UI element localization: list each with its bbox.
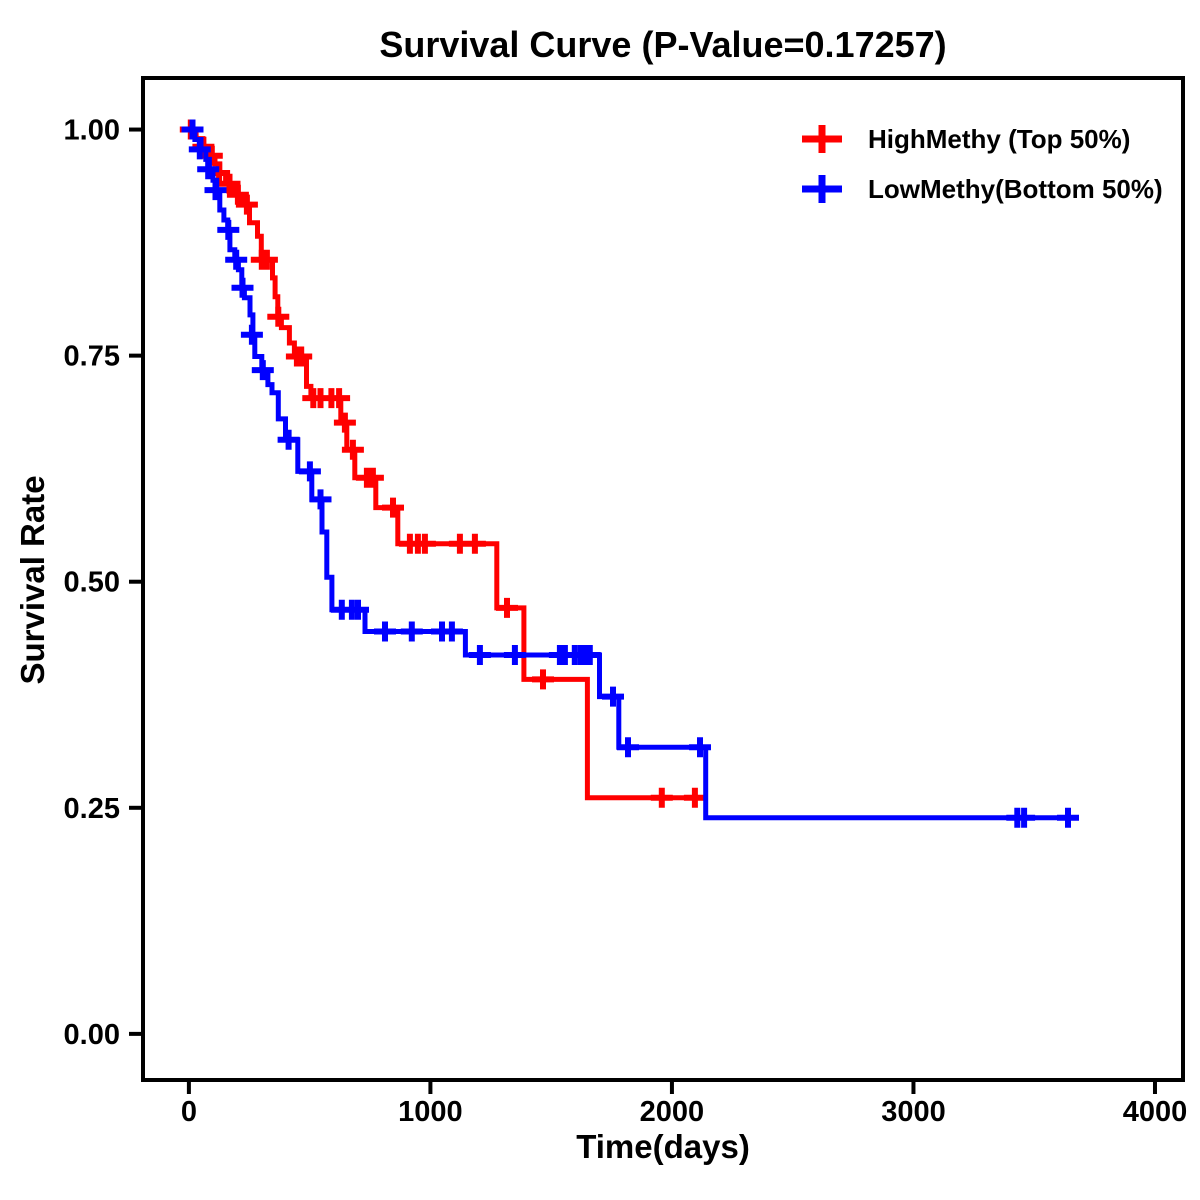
legend-item-highmethy: HighMethy (Top 50%)	[802, 124, 1130, 154]
legend-item-lowmethy: LowMethy(Bottom 50%)	[802, 174, 1163, 204]
y-tick-label: 1.00	[64, 115, 120, 147]
survival-step-curve-0	[188, 127, 706, 801]
y-axis-label: Survival Rate	[14, 475, 51, 684]
y-tick-label: 0.50	[64, 567, 120, 599]
legend-label-lowmethy: LowMethy(Bottom 50%)	[868, 174, 1163, 204]
censor-plus-marks-1	[181, 119, 1079, 828]
x-axis-label: Time(days)	[576, 1128, 750, 1165]
plus-marker-icon	[802, 175, 842, 203]
x-tick-label: 4000	[1123, 1096, 1188, 1128]
legend: HighMethy (Top 50%) LowMethy(Bottom 50%)	[802, 124, 1163, 204]
y-tick-label: 0.25	[64, 793, 120, 825]
chart-title: Survival Curve (P-Value=0.17257)	[379, 24, 946, 65]
x-tick-label: 3000	[881, 1096, 946, 1128]
axes: 0 1000 2000 3000 4000 0.00 0.25 0.50 0.75 1.00	[64, 115, 1188, 1128]
survival-step-curve-1	[188, 127, 1078, 821]
x-tick-label: 0	[181, 1096, 197, 1128]
plus-marker-icon	[802, 125, 842, 153]
legend-label-highmethy: HighMethy (Top 50%)	[868, 124, 1130, 154]
survival-curves	[179, 119, 1079, 828]
y-tick-label: 0.75	[64, 341, 120, 373]
plot-area-border	[141, 76, 1185, 1082]
y-tick-label: 0.00	[64, 1019, 120, 1051]
x-tick-label: 2000	[640, 1096, 705, 1128]
x-tick-label: 1000	[398, 1096, 463, 1128]
